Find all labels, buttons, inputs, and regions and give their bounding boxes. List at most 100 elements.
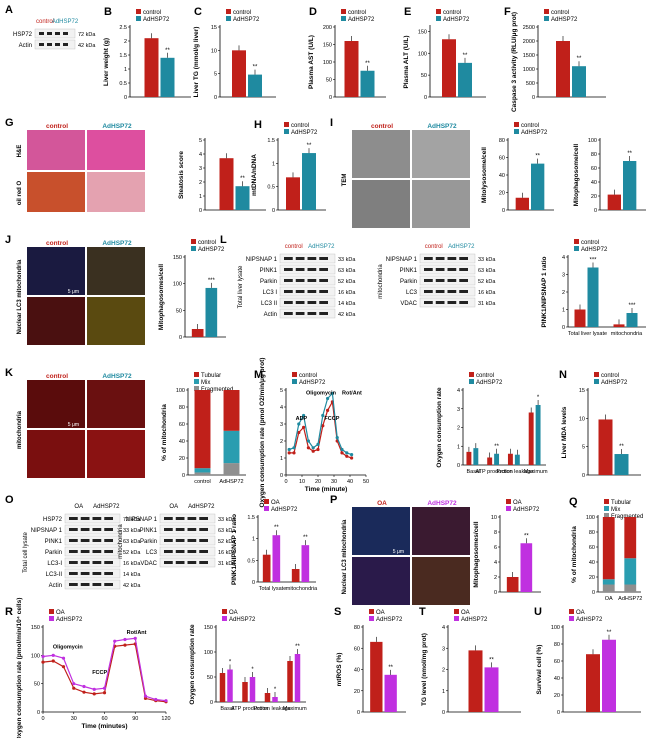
ytick-label-J2: 150	[173, 255, 182, 261]
kda-label: 63 kDa	[218, 528, 236, 534]
band	[424, 257, 433, 260]
ytick-label-K2: 100	[176, 388, 185, 394]
bar-M2	[507, 453, 513, 465]
bar-R2	[287, 661, 293, 702]
band	[104, 561, 113, 564]
band	[459, 301, 468, 304]
legend-label-I2: AdHSP72	[521, 130, 548, 136]
y-label-N: Liver MDA levels	[561, 406, 568, 458]
ytick-label-B: 0.5	[119, 81, 127, 87]
lane-header: AdHSP72	[448, 244, 475, 250]
bar-T	[484, 667, 499, 712]
ytick-label-I3: 100	[588, 138, 597, 144]
xtick-label-M: 40	[347, 479, 353, 485]
blot-label: Parkin	[400, 279, 417, 285]
legend-swatch-B	[136, 16, 141, 21]
bar-S	[370, 641, 383, 712]
band	[307, 257, 317, 260]
legend-label-E: AdHSP72	[443, 17, 470, 23]
bar-F	[572, 66, 586, 97]
kda-label: 16 kDa	[218, 550, 236, 556]
xtick-label-K2: control	[194, 479, 211, 485]
y-label-F: Caspase 3 activity (RLU/μg prot)	[511, 12, 518, 112]
ytick-label-K2: 80	[179, 405, 185, 411]
micrograph-image	[87, 297, 145, 345]
legend-label-R2: AdHSP72	[229, 617, 256, 623]
band	[447, 290, 457, 293]
ytick-label-L2: 3	[562, 273, 565, 279]
band	[164, 517, 173, 520]
xtick-label-L2: Total liver lysate	[568, 331, 607, 337]
legend-label-C: control	[233, 10, 251, 16]
y-label-P2: Mitophagosomes/cell	[473, 521, 480, 587]
ytick-label-N: 10	[579, 416, 585, 422]
ytick-label-P2: 10	[491, 515, 497, 521]
sig-T: **	[489, 657, 494, 663]
ytick-label-B: 1	[124, 67, 127, 73]
sig-R2: *	[274, 687, 277, 693]
ytick-label-S: 40	[354, 668, 360, 674]
kda-label: 42 kDa	[78, 43, 96, 49]
ytick-label-P2: 8	[494, 530, 497, 536]
xtick-label-M2: ATP production	[475, 469, 512, 475]
ytick-label-O2: 0	[252, 580, 255, 586]
bar-I2	[515, 197, 529, 210]
panel-letter-R: R	[5, 606, 13, 618]
x-label-R: Time (minutes)	[81, 723, 127, 730]
band	[104, 528, 113, 531]
blot-label: NIPSNAP 1	[386, 257, 418, 263]
sig-N: **	[619, 444, 624, 450]
series-line-M	[288, 392, 352, 456]
kda-label: 14 kDa	[338, 301, 356, 307]
point-R	[51, 653, 55, 657]
row-label: oil red O	[17, 181, 23, 206]
band	[55, 32, 60, 35]
legend-swatch-D	[341, 9, 346, 14]
legend-label-U: OA	[576, 610, 585, 616]
kda-label: 63 kDa	[123, 539, 141, 545]
ytick-label-J2: 100	[173, 282, 182, 288]
micrograph-image	[87, 247, 145, 295]
ytick-label-Q: 40	[589, 560, 595, 566]
ytick-label-Q: 0	[592, 590, 595, 596]
band	[447, 257, 457, 260]
band	[92, 528, 102, 531]
micrograph-image	[412, 130, 470, 178]
xtick-label-Q: OA	[605, 596, 613, 602]
ytick-label-K2: 40	[179, 439, 185, 445]
ytick-label-Q: 80	[589, 530, 595, 536]
band	[175, 517, 185, 520]
annotation-M: Rot/Ant	[342, 390, 362, 396]
legend-label-P2: AdHSP72	[513, 507, 540, 513]
blot-label: LC3 II	[261, 301, 277, 307]
stack-segment-Q	[602, 584, 615, 592]
xtick-label-O2: Total lysate	[259, 586, 287, 592]
ytick-label-O2: 1	[252, 537, 255, 543]
band	[447, 279, 457, 282]
blot-label: HSP72	[43, 517, 63, 523]
panel-letter-B: B	[104, 6, 112, 18]
sig-E: **	[463, 53, 468, 59]
bar-I3	[623, 161, 637, 210]
band	[424, 301, 433, 304]
chart-L2: 0 1 2 3 4 PINK1/NIPSNAP 1 ratio controlAdHSP72…	[541, 239, 646, 337]
sig-U: **	[607, 630, 612, 636]
band	[80, 517, 90, 520]
ytick-label-I2: 20	[499, 191, 505, 197]
micrograph-image	[27, 130, 85, 170]
western-right-L: control AdHSP72 NIPSNAP 1 33 kDa PINK1 63 kDa…	[378, 244, 496, 308]
point-M	[345, 454, 349, 458]
annotation-M: Oligomycin	[306, 390, 337, 396]
band	[295, 279, 305, 282]
chart-F: F 0 500 1000 1500 2000 2500 Caspase 3 activity …	[504, 6, 606, 112]
ytick-label-I2: 60	[499, 156, 505, 162]
panel-letter-U: U	[534, 606, 542, 618]
ytick-label-G2: 0	[199, 208, 202, 214]
band	[39, 32, 44, 35]
ytick-label-F: 2000	[523, 39, 535, 45]
lane-header: control	[36, 19, 54, 25]
chart-I3: 0 20 40 60 80 100 Mitophagosome/cell **	[573, 138, 646, 214]
stack-segment-Q	[602, 517, 615, 580]
bar-R2	[242, 682, 248, 702]
